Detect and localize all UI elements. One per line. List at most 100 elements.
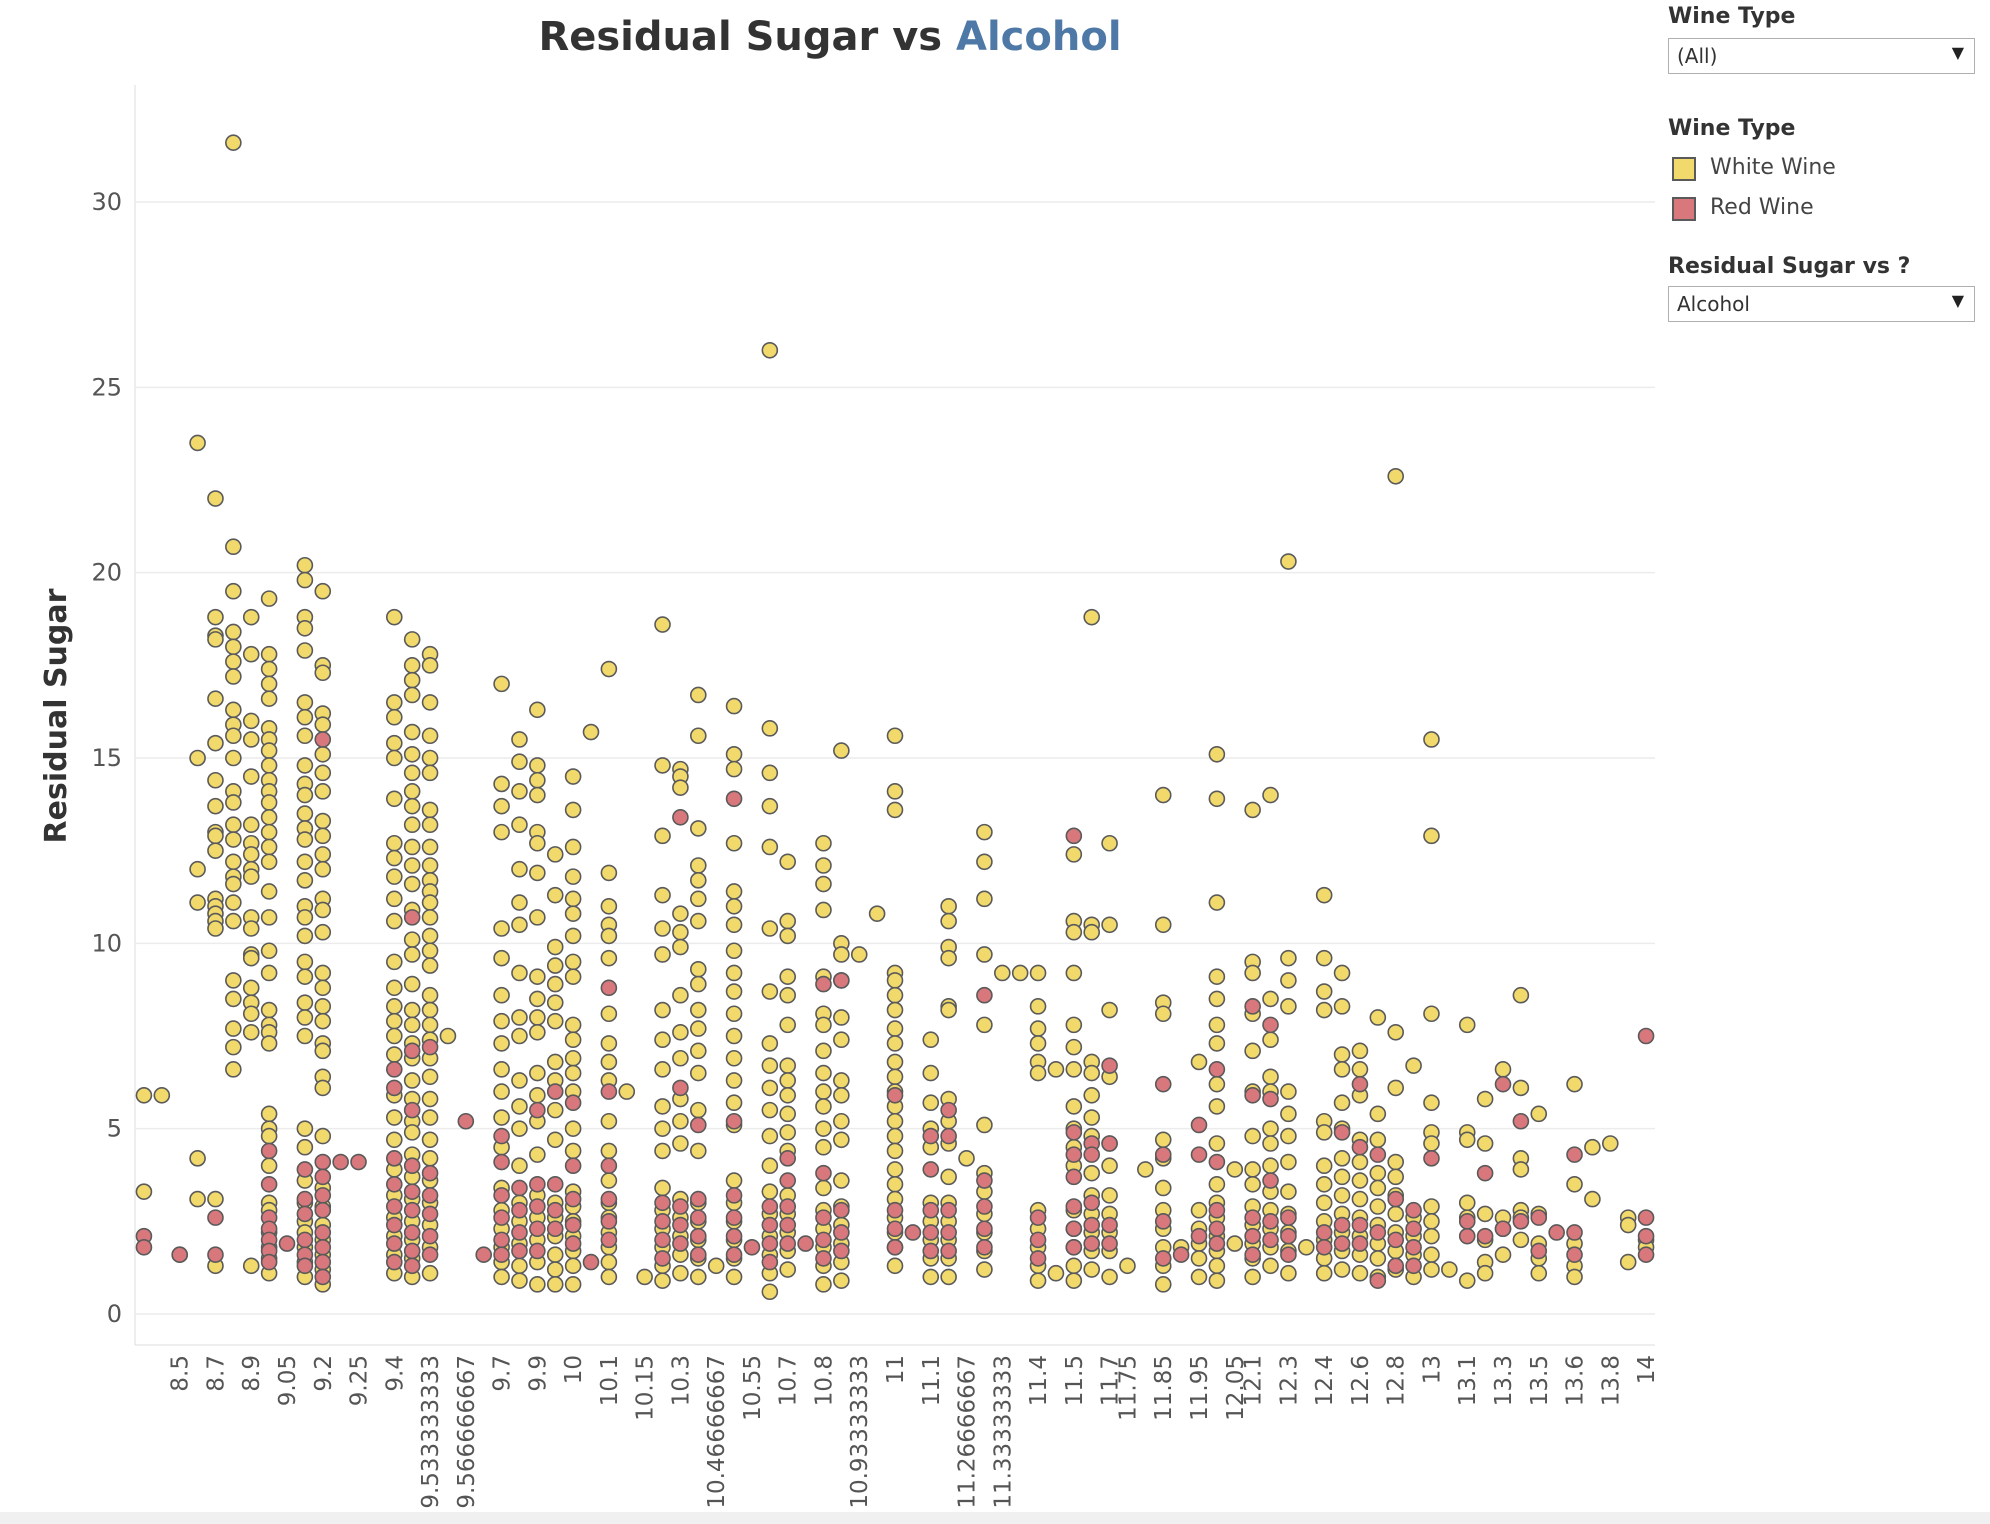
data-point [618,1083,636,1100]
data-point [403,783,421,800]
data-point [582,1253,600,1271]
data-point [421,894,439,911]
data-point [564,1257,582,1275]
data-point [385,890,403,908]
data-point [225,990,242,1008]
x-tick-label: 8.5 [168,1355,194,1392]
data-point [189,894,206,911]
data-point [242,608,260,626]
data-point [1029,1064,1047,1082]
data-point [314,964,332,982]
data-point [421,1187,439,1204]
data-point [761,1235,779,1252]
data-point [564,768,582,785]
data-point [529,909,546,926]
data-point [1512,1112,1530,1130]
data-point [1369,1164,1387,1182]
data-point [493,1127,510,1145]
data-point [1405,1220,1422,1238]
data-point [1441,1261,1458,1278]
data-point [385,1253,403,1271]
data-point [600,660,618,678]
data-point [493,949,510,967]
data-point [1566,1146,1583,1163]
data-point [761,1157,779,1175]
data-point [654,1142,671,1160]
data-point [1566,1246,1583,1263]
data-point [600,949,618,967]
data-point [1333,1187,1351,1204]
data-point [1154,1005,1172,1023]
wine-type-dropdown[interactable]: (All) ▼ [1668,38,1975,74]
data-point [1244,1161,1261,1178]
y-tick-label: 15 [91,744,122,772]
data-point [1119,1257,1136,1275]
data-point [296,556,314,574]
data-point [260,909,278,926]
data-point [654,757,671,774]
data-point [385,694,403,711]
data-point [1351,1153,1369,1171]
data-point [439,1027,457,1045]
data-point [1512,1079,1530,1097]
data-point [761,797,779,815]
data-point [189,749,206,767]
data-point [940,912,957,930]
data-point [403,1016,421,1034]
data-point [421,986,439,1004]
data-point [833,946,850,963]
data-point [314,1268,332,1286]
data-point [815,1138,832,1156]
data-point [529,757,546,774]
data-point [1190,1146,1208,1163]
data-point [1065,923,1083,941]
data-point [833,1242,850,1260]
x-tick-label: 11.85 [1151,1355,1177,1421]
data-point [1458,1272,1476,1289]
x-tick-label: 10.93333333 [847,1355,873,1509]
dropdown-arrow-icon: ▼ [1951,43,1964,62]
data-point [1584,1138,1601,1156]
data-point [725,1072,743,1089]
data-point [689,1020,707,1037]
data-point [1280,553,1297,570]
data-point [1333,1124,1351,1141]
data-point [1280,1127,1297,1145]
data-point [314,827,332,845]
data-point [242,1023,260,1041]
data-point [296,831,314,848]
data-point [260,1105,278,1123]
y-tick-label: 0 [107,1300,122,1328]
data-point [564,953,582,971]
data-point [689,1001,707,1019]
data-point [1065,1038,1083,1056]
x-tick-label: 10.8 [811,1355,837,1406]
data-point [421,1090,439,1108]
data-point [976,1220,993,1238]
data-point [207,490,224,507]
data-point [421,727,439,745]
data-point [1065,827,1083,845]
data-point [940,1242,957,1260]
data-point [1065,1220,1083,1238]
data-point [242,712,260,730]
data-point [1315,1175,1333,1193]
data-point [1172,1246,1190,1263]
data-point [654,616,671,633]
data-point [1280,1227,1297,1245]
data-point [976,1198,993,1215]
data-point [260,1253,278,1271]
data-point [1244,1227,1261,1245]
data-point [421,1246,439,1263]
data-point [421,1227,439,1245]
data-point [403,838,421,856]
measure-dropdown[interactable]: Alcohol ▼ [1668,286,1975,322]
data-point [421,1264,439,1282]
data-point [886,783,904,800]
data-point [1262,1016,1279,1034]
data-point [385,1175,403,1193]
data-point [511,1098,528,1115]
data-point [833,1272,850,1289]
data-point [207,1209,224,1226]
data-point [171,1246,189,1263]
